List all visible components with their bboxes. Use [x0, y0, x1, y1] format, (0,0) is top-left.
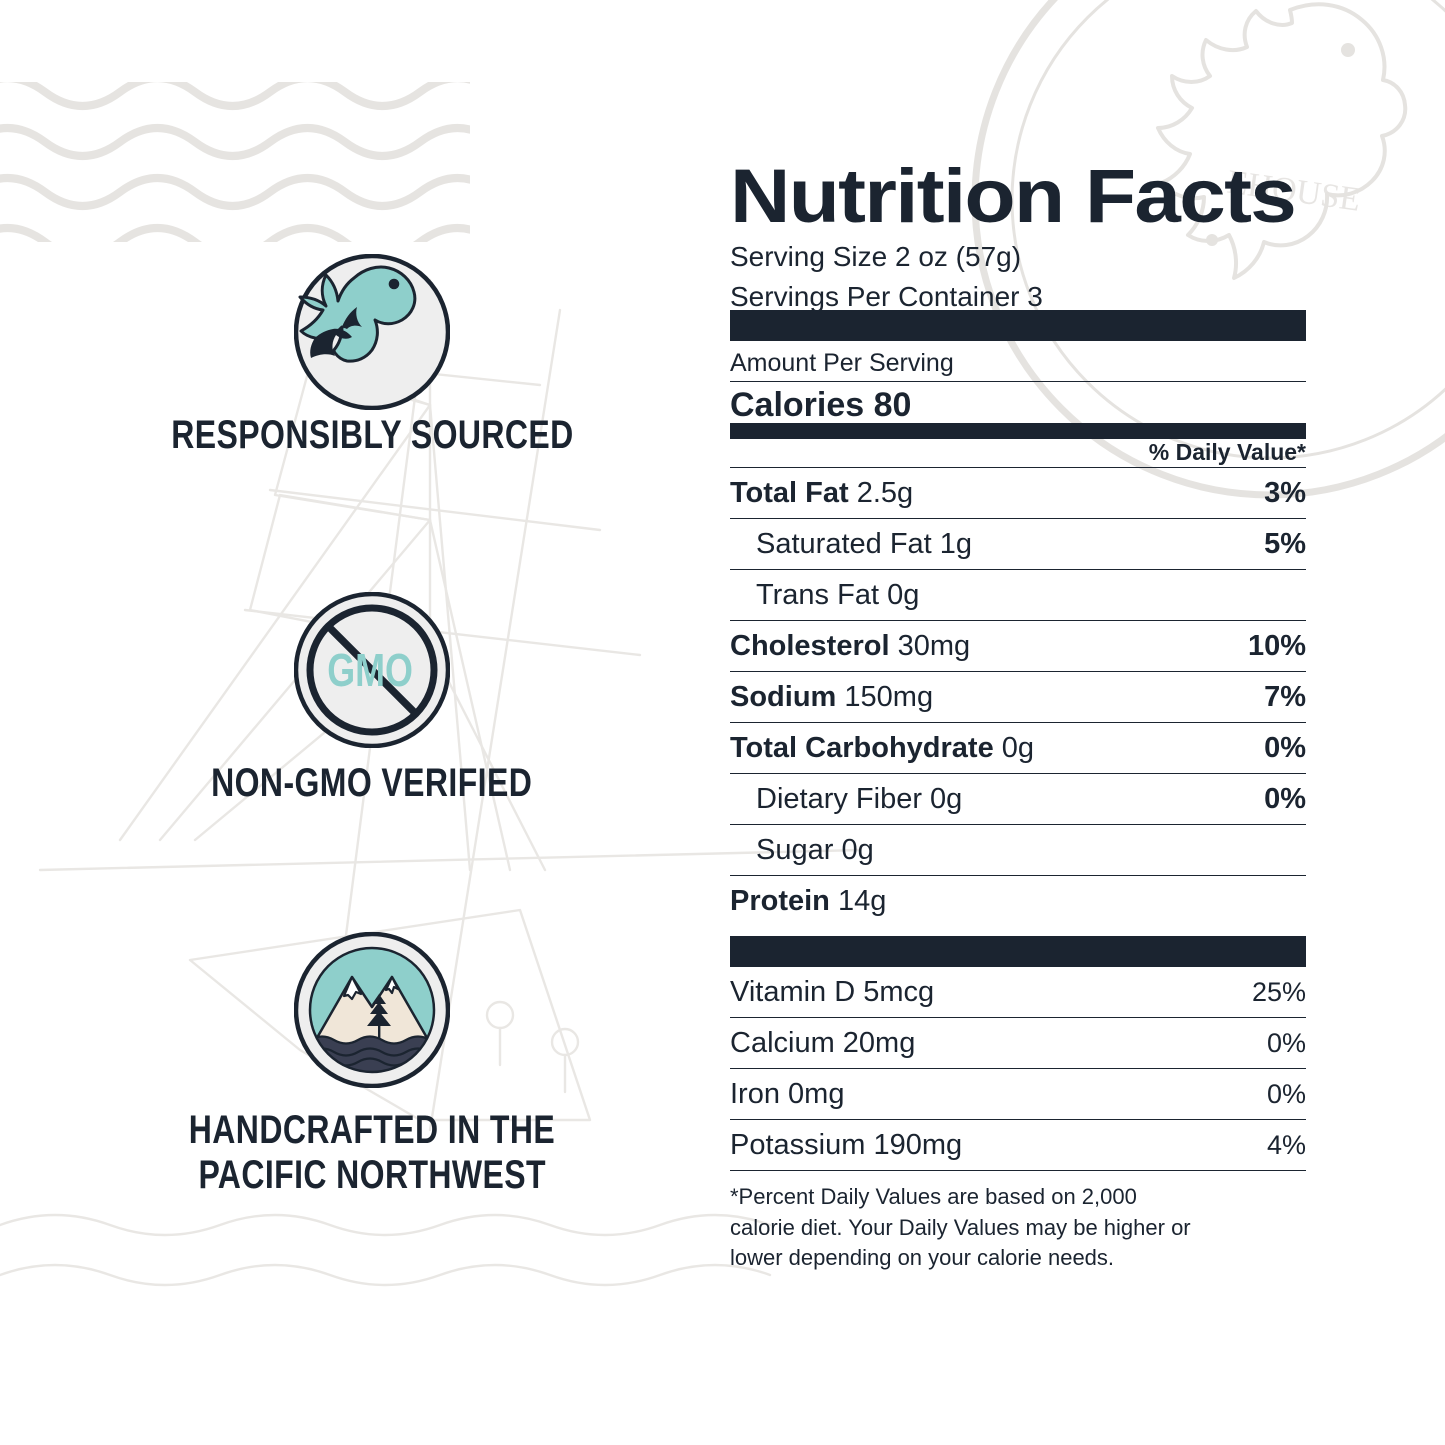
svg-text:GMO: GMO — [327, 645, 413, 696]
